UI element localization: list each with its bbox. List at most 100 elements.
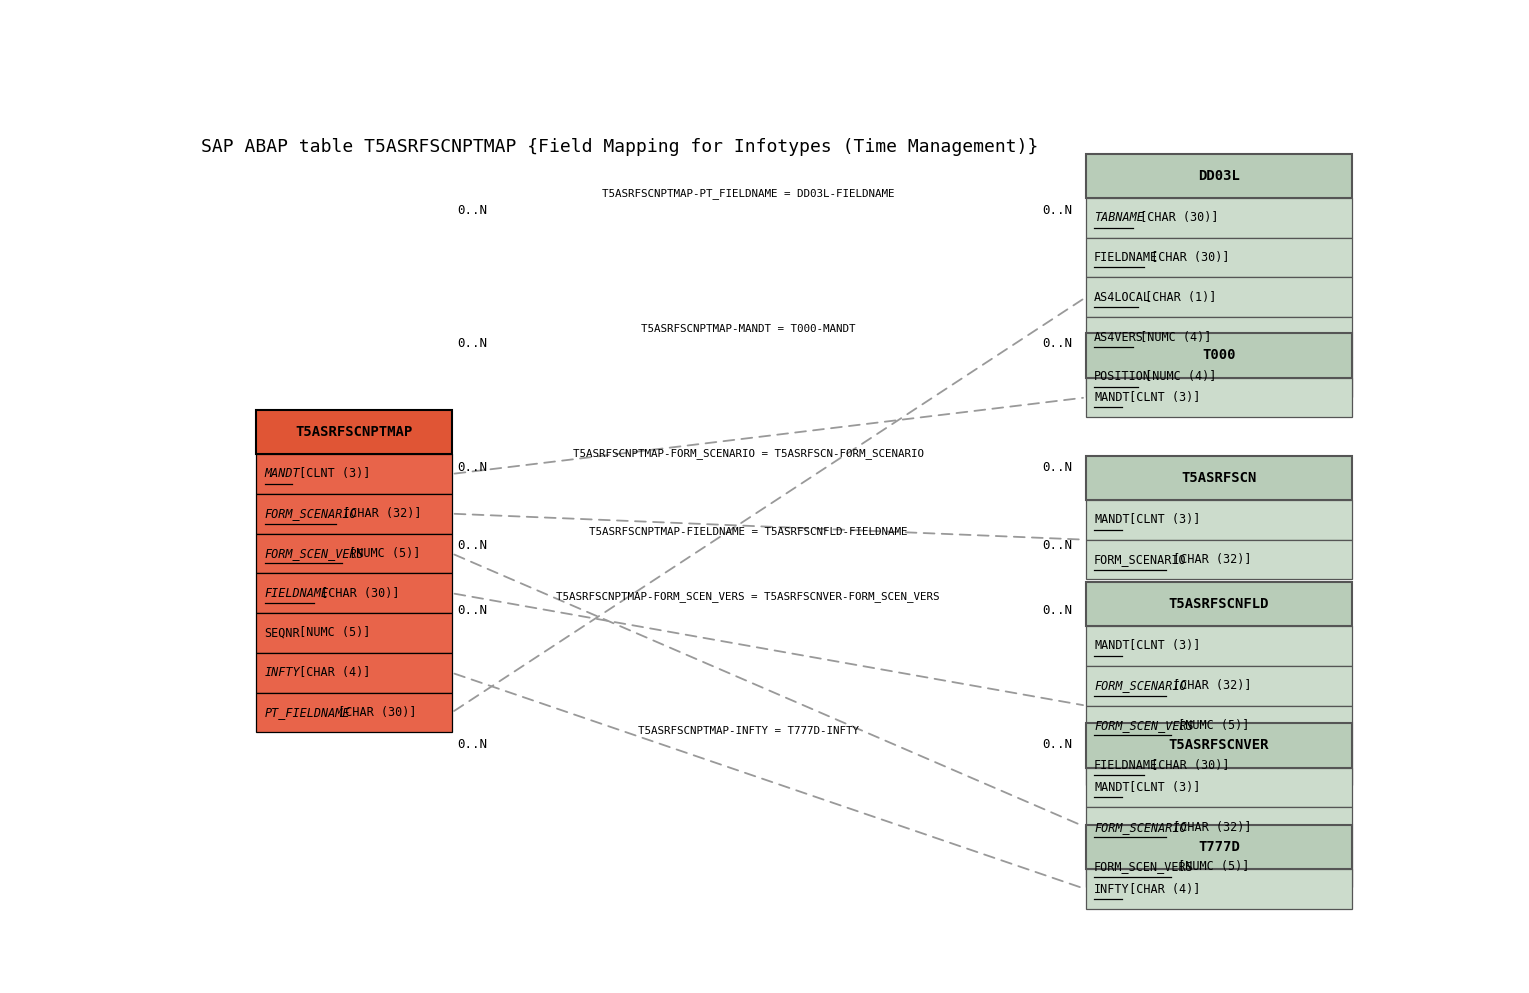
Bar [1086,869,1353,909]
Text: FORM_SCENARIO: FORM_SCENARIO [1095,553,1187,566]
Text: T5ASRFSCNPTMAP-PT_FIELDNAME = DD03L-FIELDNAME: T5ASRFSCNPTMAP-PT_FIELDNAME = DD03L-FIEL… [602,188,894,199]
Text: [CLNT (3)]: [CLNT (3)] [1122,780,1200,794]
Text: [CHAR (30)]: [CHAR (30)] [1144,251,1229,264]
Bar [1086,317,1353,356]
Text: [NUMC (5)]: [NUMC (5)] [292,627,370,639]
Text: FORM_SCEN_VERS: FORM_SCEN_VERS [265,547,364,560]
Text: T5ASRFSCNPTMAP-FORM_SCENARIO = T5ASRFSCN-FORM_SCENARIO: T5ASRFSCNPTMAP-FORM_SCENARIO = T5ASRFSCN… [572,448,924,459]
Text: TABNAME: TABNAME [1095,212,1144,224]
Text: T5ASRFSCNPTMAP-FIELDNAME = T5ASRFSCNFLD-FIELDNAME: T5ASRFSCNPTMAP-FIELDNAME = T5ASRFSCNFLD-… [589,527,907,537]
Text: SEQNR: SEQNR [265,627,300,639]
Text: [CLNT (3)]: [CLNT (3)] [1122,391,1200,404]
Bar [257,652,453,693]
Text: MANDT: MANDT [265,468,300,481]
Bar [257,613,453,652]
Bar [1086,582,1353,627]
Text: FORM_SCENARIO: FORM_SCENARIO [265,507,358,520]
Text: PT_FIELDNAME: PT_FIELDNAME [265,706,350,719]
Text: 0..N: 0..N [457,539,488,552]
Text: 0..N: 0..N [457,205,488,217]
Text: [NUMC (5)]: [NUMC (5)] [1171,861,1249,874]
Text: MANDT: MANDT [1095,391,1130,404]
Bar [1086,807,1353,847]
Bar [1086,847,1353,887]
Text: AS4VERS: AS4VERS [1095,331,1144,344]
Bar [1086,334,1353,377]
Text: [CHAR (30)]: [CHAR (30)] [1133,212,1219,224]
Bar [1086,768,1353,807]
Bar [1086,746,1353,785]
Text: [CLNT (3)]: [CLNT (3)] [1122,513,1200,526]
Text: MANDT: MANDT [1095,639,1130,652]
Text: DD03L: DD03L [1199,169,1240,183]
Text: T5ASRFSCNPTMAP-MANDT = T000-MANDT: T5ASRFSCNPTMAP-MANDT = T000-MANDT [641,324,855,334]
Bar [1086,237,1353,277]
Bar [1086,277,1353,317]
Text: T5ASRFSCNFLD: T5ASRFSCNFLD [1168,597,1269,611]
Text: FORM_SCENARIO: FORM_SCENARIO [1095,679,1187,692]
Bar [1086,198,1353,237]
Bar [1086,706,1353,746]
Text: AS4LOCAL: AS4LOCAL [1095,291,1151,304]
Text: [CLNT (3)]: [CLNT (3)] [1122,639,1200,652]
Text: INFTY: INFTY [1095,883,1130,896]
Text: T5ASRFSCN: T5ASRFSCN [1182,471,1257,485]
Text: 0..N: 0..N [457,605,488,618]
Bar [257,454,453,494]
Text: SAP ABAP table T5ASRFSCNPTMAP {Field Mapping for Infotypes (Time Management)}: SAP ABAP table T5ASRFSCNPTMAP {Field Map… [200,138,1038,156]
Text: [CHAR (32)]: [CHAR (32)] [1165,820,1251,834]
Text: 0..N: 0..N [1041,337,1072,350]
Text: [CHAR (1)]: [CHAR (1)] [1138,291,1217,304]
Text: MANDT: MANDT [1095,780,1130,794]
Text: [CHAR (32)]: [CHAR (32)] [1165,679,1251,692]
Text: MANDT: MANDT [1095,513,1130,526]
Text: T5ASRFSCNVER: T5ASRFSCNVER [1168,739,1269,753]
Bar [1086,154,1353,198]
Bar [1086,723,1353,768]
Text: [CHAR (32)]: [CHAR (32)] [1165,553,1251,566]
Text: 0..N: 0..N [457,738,488,751]
Text: [CHAR (32)]: [CHAR (32)] [336,507,422,520]
Bar [1086,627,1353,666]
Text: T5ASRFSCNPTMAP-FORM_SCEN_VERS = T5ASRFSCNVER-FORM_SCEN_VERS: T5ASRFSCNPTMAP-FORM_SCEN_VERS = T5ASRFSC… [557,591,940,602]
Bar [257,573,453,613]
Text: POSITION: POSITION [1095,370,1151,383]
Bar [1086,499,1353,540]
Text: [CHAR (4)]: [CHAR (4)] [1122,883,1200,896]
Text: FIELDNAME: FIELDNAME [265,587,329,600]
Bar [1086,666,1353,706]
Bar [257,693,453,733]
Bar [1086,539,1353,580]
Text: [NUMC (5)]: [NUMC (5)] [341,547,420,560]
Text: FORM_SCEN_VERS: FORM_SCEN_VERS [1095,719,1194,732]
Text: [NUMC (4)]: [NUMC (4)] [1133,331,1211,344]
Text: 0..N: 0..N [1041,605,1072,618]
Text: [CHAR (30)]: [CHAR (30)] [330,706,416,719]
Text: 0..N: 0..N [457,461,488,474]
Bar [1086,356,1353,397]
Bar [1086,377,1353,417]
Text: [NUMC (5)]: [NUMC (5)] [1171,719,1249,732]
Text: 0..N: 0..N [1041,461,1072,474]
Text: 0..N: 0..N [1041,539,1072,552]
Text: 0..N: 0..N [1041,738,1072,751]
Text: T5ASRFSCNPTMAP-INFTY = T777D-INFTY: T5ASRFSCNPTMAP-INFTY = T777D-INFTY [638,726,859,736]
Bar [1086,456,1353,499]
Bar [257,410,453,454]
Text: [CHAR (30)]: [CHAR (30)] [1144,759,1229,772]
Bar [257,494,453,533]
Text: [CHAR (30)]: [CHAR (30)] [313,587,399,600]
Text: FORM_SCEN_VERS: FORM_SCEN_VERS [1095,861,1194,874]
Text: 0..N: 0..N [457,337,488,350]
Text: INFTY: INFTY [265,666,300,679]
Text: [CLNT (3)]: [CLNT (3)] [292,468,370,481]
Text: T000: T000 [1202,349,1235,362]
Text: FIELDNAME: FIELDNAME [1095,759,1157,772]
Text: T777D: T777D [1199,840,1240,854]
Text: [CHAR (4)]: [CHAR (4)] [292,666,370,679]
Text: [NUMC (4)]: [NUMC (4)] [1138,370,1217,383]
Text: 0..N: 0..N [1041,205,1072,217]
Text: FORM_SCENARIO: FORM_SCENARIO [1095,820,1187,834]
Text: FIELDNAME: FIELDNAME [1095,251,1157,264]
Bar [1086,825,1353,869]
